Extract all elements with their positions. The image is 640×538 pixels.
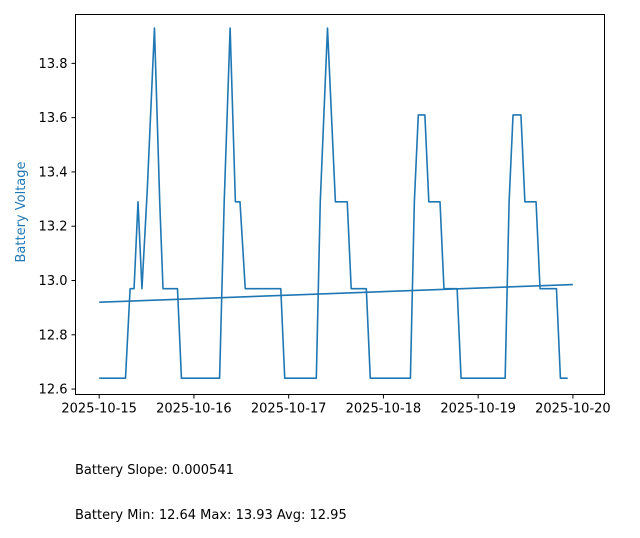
y-axis-ticks: 12.6 12.8 13.0 13.2 13.4 13.6 13.8: [39, 57, 76, 398]
slope-text: Battery Slope: 0.000541: [75, 463, 234, 478]
y-tick-label: 13.4: [39, 165, 68, 180]
y-tick-label: 13.2: [39, 220, 68, 235]
y-tick-label: 12.6: [39, 383, 68, 398]
y-tick-label: 12.8: [39, 328, 68, 343]
y-tick-label: 13.6: [39, 111, 68, 126]
trend-line: [99, 283, 573, 304]
x-tick-label: 2025-10-19: [440, 402, 516, 417]
battery-voltage-line: [99, 27, 568, 380]
battery-voltage-chart: 2025-10-15 2025-10-16 2025-10-17 2025-10-18…: [14, 14, 611, 417]
y-tick-label: 13.8: [39, 57, 68, 72]
series-layer: [99, 27, 573, 380]
x-tick-label: 2025-10-16: [156, 402, 232, 417]
axes-frame: [75, 14, 605, 395]
summary-text: Battery Min: 12.64 Max: 13.93 Avg: 12.95: [75, 508, 347, 523]
x-tick-label: 2025-10-18: [346, 402, 422, 417]
x-axis-ticks: 2025-10-15 2025-10-16 2025-10-17 2025-10-18…: [61, 394, 611, 417]
x-tick-label: 2025-10-17: [251, 402, 327, 417]
y-tick-label: 13.0: [39, 274, 68, 289]
x-tick-label: 2025-10-20: [535, 402, 611, 417]
stats-panel: Battery Slope: 0.000541 Battery Min: 12.…: [75, 433, 347, 538]
x-tick-label: 2025-10-15: [61, 402, 137, 417]
y-axis-label: Battery Voltage: [14, 161, 29, 262]
